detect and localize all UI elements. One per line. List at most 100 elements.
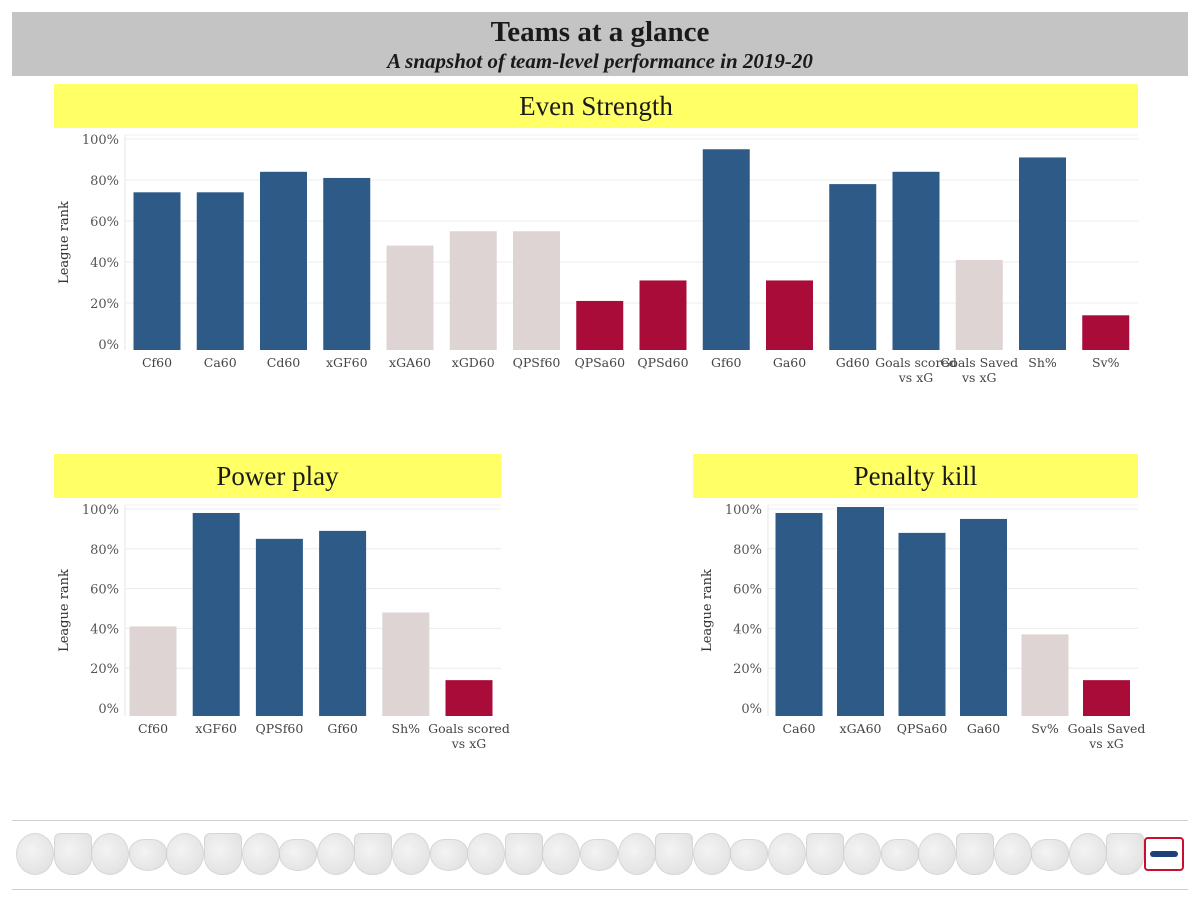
x-tick-label: xGF60	[195, 721, 237, 736]
y-tick-label: 60%	[733, 583, 762, 598]
oilers-logo	[429, 839, 468, 871]
bar-sv-	[1021, 634, 1069, 716]
bar-ga60	[766, 280, 813, 350]
y-tick-label: 0%	[98, 702, 119, 717]
y-tick-label: 40%	[733, 622, 762, 637]
bar-ca60	[196, 192, 244, 350]
y-tick-label: 80%	[90, 543, 119, 558]
y-tick-label: 20%	[733, 662, 762, 677]
bar-xga60	[837, 507, 884, 716]
bar-qpsf60	[513, 231, 560, 350]
sabres-logo	[128, 839, 167, 871]
bar-ca60	[775, 512, 823, 716]
blue-jackets-logo	[204, 833, 242, 875]
report-subtitle: A snapshot of team-level performance in …	[387, 49, 813, 73]
x-tick-label: xGD60	[452, 355, 495, 370]
even-strength-title: Even Strength	[54, 84, 1138, 128]
lightning-logo	[956, 833, 994, 875]
bar-gf60	[702, 149, 750, 350]
x-tick-label: Goals Saved vs xG	[940, 355, 1018, 385]
bar-sh-	[1019, 157, 1066, 350]
blackhawks-logo	[279, 839, 318, 871]
bar-gd60	[829, 184, 877, 350]
bar-qpsd60	[639, 280, 687, 350]
y-tick-label: 60%	[90, 583, 119, 598]
x-tick-label: QPSa60	[574, 355, 625, 370]
senators-logo	[768, 833, 806, 875]
bar-sv-	[1082, 315, 1130, 350]
canucks-logo	[1031, 839, 1070, 871]
y-tick-label: 0%	[741, 702, 762, 717]
even-strength-chart: 0% 20% 40% 60% 80% 100% League rank Cf60 Ca60 Cd6…	[57, 133, 1138, 385]
y-tick-label: 40%	[90, 256, 119, 271]
stars-logo	[354, 833, 393, 875]
rangers-logo	[730, 839, 769, 871]
y-tick-label: 60%	[90, 215, 119, 230]
bar-ga60	[960, 518, 1007, 716]
x-tick-label: Gf60	[327, 721, 358, 736]
y-tick-label: 20%	[90, 662, 119, 677]
y-axis-title: League rank	[57, 569, 72, 652]
x-tick-label: Ga60	[967, 721, 1000, 736]
x-tick-label: Gf60	[711, 355, 742, 370]
hurricanes-logo	[166, 833, 205, 875]
x-tick-label: Cf60	[142, 355, 172, 370]
bruins-logo	[91, 833, 130, 875]
bar-cd60	[260, 171, 307, 350]
wild-logo	[542, 833, 581, 875]
x-tick-label: Cd60	[267, 355, 301, 370]
bar-xgd60	[449, 231, 497, 350]
capitals-logo	[1144, 837, 1184, 871]
y-tick-label: 20%	[90, 297, 119, 312]
jets-logo	[1106, 833, 1145, 875]
x-tick-label: Gd60	[836, 355, 870, 370]
red-wings-logo	[392, 833, 430, 875]
x-tick-label: Sv%	[1031, 721, 1059, 736]
bar-qpsa60	[898, 532, 946, 716]
y-axis-title: League rank	[57, 201, 72, 284]
kings-logo	[504, 833, 543, 875]
report-header: Teams at a glance A snapshot of team-lev…	[12, 12, 1188, 76]
sharks-logo	[880, 839, 919, 871]
bar-xgf60	[323, 177, 371, 350]
canadiens-logo	[580, 839, 618, 871]
x-tick-label: xGA60	[389, 355, 431, 370]
power-play-title: Power play	[54, 454, 501, 498]
bar-xgf60	[192, 512, 240, 716]
y-tick-label: 100%	[725, 503, 762, 518]
x-tick-label: QPSf60	[513, 355, 561, 370]
maple-leafs-logo	[993, 833, 1032, 875]
bar-goals-saved-vs-xg	[955, 259, 1003, 350]
report-title: Teams at a glance	[490, 16, 710, 48]
x-tick-label: Ca60	[204, 355, 237, 370]
avalanche-logo	[316, 833, 355, 875]
x-tick-label: QPSd60	[637, 355, 688, 370]
x-tick-label: Goals scored vs xG	[428, 721, 510, 751]
bar-qpsa60	[576, 300, 624, 350]
bar-xga60	[386, 245, 434, 350]
blues-logo	[918, 833, 957, 875]
ducks-logo	[16, 833, 54, 875]
y-tick-label: 80%	[90, 174, 119, 189]
x-tick-label: Goals scored vs xG	[875, 355, 957, 385]
y-tick-label: 40%	[90, 622, 119, 637]
x-tick-label: QPSf60	[256, 721, 304, 736]
x-tick-label: Sv%	[1092, 355, 1120, 370]
penalty-kill-title: Penalty kill	[693, 454, 1138, 498]
bar-qpsf60	[255, 538, 303, 716]
golden-knights-logo	[1068, 833, 1107, 875]
devils-logo	[617, 833, 656, 875]
power-play-chart: 0% 20% 40% 60% 80% 100% League rank Cf60 xGF60 QP…	[57, 503, 510, 751]
bar-gf60	[319, 530, 367, 716]
flames-logo	[241, 833, 280, 875]
bar-goals-scored-vs-xg	[892, 171, 940, 350]
bar-goals-saved-vs-xg	[1083, 680, 1130, 716]
x-tick-label: xGA60	[840, 721, 882, 736]
x-tick-label: Sh%	[392, 721, 421, 736]
y-axis-title: League rank	[700, 569, 715, 652]
bar-goals-scored-vs-xg	[445, 680, 493, 716]
y-tick-label: 80%	[733, 543, 762, 558]
x-tick-label: xGF60	[326, 355, 368, 370]
x-tick-label: Goals Saved vs xG	[1068, 721, 1146, 751]
x-tick-label: Ga60	[773, 355, 806, 370]
